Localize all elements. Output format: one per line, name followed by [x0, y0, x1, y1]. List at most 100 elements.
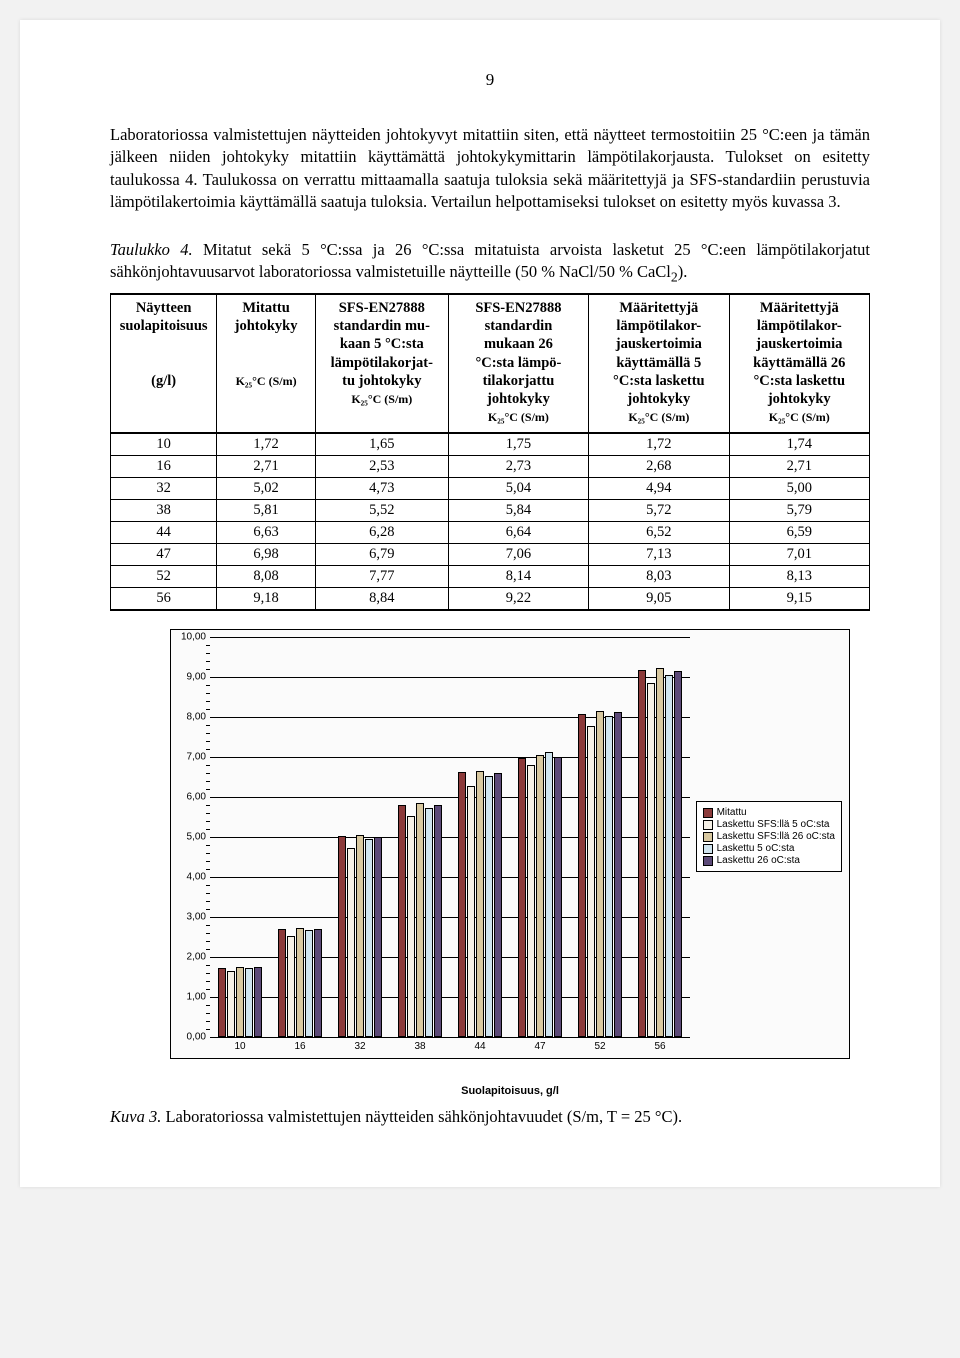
table-row: 325,024,735,044,945,00 — [111, 478, 870, 500]
chart-bar — [587, 726, 595, 1037]
chart-gridline — [210, 637, 690, 638]
chart-y-minor-tick — [206, 749, 210, 750]
table-cell: 1,72 — [589, 433, 729, 456]
table-column-header: Näytteensuolapitoisuus(g/l) — [111, 294, 217, 433]
chart-y-minor-tick — [206, 869, 210, 870]
chart-y-tick-label: 0,00 — [172, 1032, 206, 1043]
chart-y-minor-tick — [206, 901, 210, 902]
chart-plot-area: 0,001,002,003,004,005,006,007,008,009,00… — [170, 629, 850, 1059]
chart-y-minor-tick — [206, 933, 210, 934]
chart-bar — [605, 716, 613, 1037]
chart-y-tick-label: 10,00 — [172, 632, 206, 643]
chart-bar — [356, 835, 364, 1037]
table-cell: 5,79 — [729, 500, 869, 522]
table-cell: 6,59 — [729, 522, 869, 544]
table-cell: 6,98 — [217, 544, 316, 566]
chart-bar — [485, 776, 493, 1037]
chart-y-minor-tick — [206, 853, 210, 854]
table-cell: 5,81 — [217, 500, 316, 522]
chart-bar — [374, 837, 382, 1037]
legend-label: Laskettu SFS:llä 26 oC:sta — [717, 831, 835, 842]
chart-bar — [314, 929, 322, 1037]
chart-bar-group — [578, 711, 622, 1037]
legend-item: Laskettu SFS:llä 26 oC:sta — [703, 831, 835, 842]
table-cell: 47 — [111, 544, 217, 566]
chart-bar — [665, 675, 673, 1037]
chart-y-minor-tick — [206, 1013, 210, 1014]
table-cell: 1,75 — [448, 433, 588, 456]
chart-y-minor-tick — [206, 669, 210, 670]
table-cell: 5,52 — [315, 500, 448, 522]
legend-swatch — [703, 856, 713, 866]
table-cell: 8,03 — [589, 566, 729, 588]
chart-bar — [596, 711, 604, 1037]
chart-bar-group — [518, 752, 562, 1037]
table-cell: 7,77 — [315, 566, 448, 588]
table-caption-text-b: ). — [678, 262, 688, 281]
table-cell: 52 — [111, 566, 217, 588]
chart-y-minor-tick — [206, 885, 210, 886]
chart-bar — [365, 839, 373, 1037]
legend-label: Mitattu — [717, 807, 747, 818]
chart-bar — [467, 786, 475, 1037]
table-cell: 6,28 — [315, 522, 448, 544]
chart-x-tick-label: 16 — [294, 1037, 305, 1052]
table-cell: 5,00 — [729, 478, 869, 500]
table-cell: 9,05 — [589, 588, 729, 611]
chart-y-minor-tick — [206, 1029, 210, 1030]
chart-x-tick-label: 32 — [354, 1037, 365, 1052]
chart-bar-group — [338, 835, 382, 1037]
chart-inner-area: 0,001,002,003,004,005,006,007,008,009,00… — [210, 637, 690, 1037]
chart-bar — [338, 836, 346, 1037]
chart-bar — [536, 755, 544, 1037]
legend-label: Laskettu 5 oC:sta — [717, 843, 795, 854]
chart-x-axis-label: Suolapitoisuus, g/l — [170, 1085, 850, 1097]
chart-y-minor-tick — [206, 653, 210, 654]
chart-y-minor-tick — [206, 789, 210, 790]
table-cell: 8,84 — [315, 588, 448, 611]
chart-bar — [476, 771, 484, 1037]
chart-y-tick-label: 3,00 — [172, 912, 206, 923]
chart-bar-group — [278, 928, 322, 1037]
chart-bar — [254, 967, 262, 1037]
chart-y-minor-tick — [206, 1005, 210, 1006]
bar-chart: Sähkönjohtavuus, S/m 0,001,002,003,004,0… — [110, 629, 850, 1099]
table-cell: 9,22 — [448, 588, 588, 611]
chart-bar — [278, 929, 286, 1037]
chart-x-tick-label: 56 — [654, 1037, 665, 1052]
chart-bar-group — [218, 967, 262, 1037]
table-cell: 2,53 — [315, 456, 448, 478]
page: 9 Laboratoriossa valmistettujen näytteid… — [20, 20, 940, 1187]
legend-item: Mitattu — [703, 807, 835, 818]
chart-y-minor-tick — [206, 693, 210, 694]
chart-y-tick-label: 7,00 — [172, 752, 206, 763]
table-cell: 2,71 — [217, 456, 316, 478]
chart-y-minor-tick — [206, 829, 210, 830]
chart-y-tick-label: 2,00 — [172, 952, 206, 963]
chart-bar — [434, 805, 442, 1037]
legend-swatch — [703, 832, 713, 842]
table-cell: 32 — [111, 478, 217, 500]
table-cell: 6,52 — [589, 522, 729, 544]
table-caption: Taulukko 4. Mitatut sekä 5 °C:ssa ja 26 … — [110, 239, 870, 287]
chart-y-tick-label: 8,00 — [172, 712, 206, 723]
legend-swatch — [703, 820, 713, 830]
table-column-header: SFS-EN27888standardinmukaan 26°C:sta läm… — [448, 294, 588, 433]
table-cell: 6,64 — [448, 522, 588, 544]
chart-x-tick-label: 10 — [234, 1037, 245, 1052]
table-caption-text-a: Mitatut sekä 5 °C:ssa ja 26 °C:ssa mitat… — [110, 240, 870, 281]
chart-bar — [656, 668, 664, 1037]
chart-y-minor-tick — [206, 1021, 210, 1022]
chart-y-minor-tick — [206, 701, 210, 702]
legend-swatch — [703, 808, 713, 818]
chart-y-minor-tick — [206, 861, 210, 862]
chart-y-minor-tick — [206, 893, 210, 894]
legend-item: Laskettu 5 oC:sta — [703, 843, 835, 854]
table-cell: 4,73 — [315, 478, 448, 500]
chart-gridline — [210, 677, 690, 678]
page-number: 9 — [110, 70, 870, 90]
chart-bar — [545, 752, 553, 1037]
chart-bar — [398, 805, 406, 1037]
chart-bar — [674, 671, 682, 1037]
chart-bar — [236, 967, 244, 1037]
